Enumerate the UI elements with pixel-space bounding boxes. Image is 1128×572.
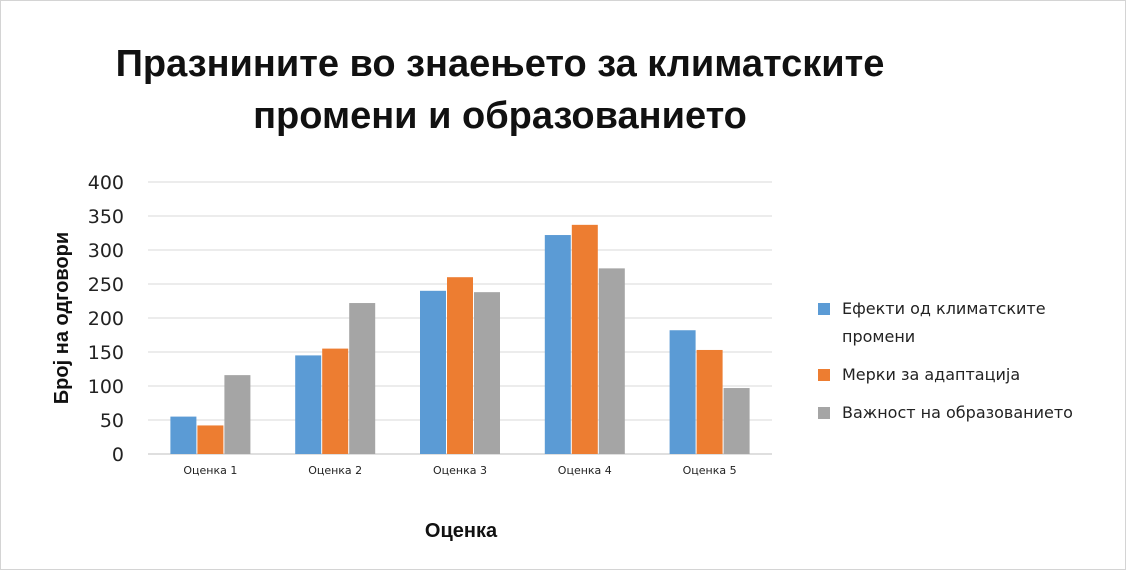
y-tick-labels: 0 50 100 150 200 250 300 350 400 — [88, 172, 124, 466]
y-tick-label: 150 — [88, 342, 124, 364]
bar — [544, 235, 571, 454]
legend-item-adaptation: Мерки за адаптација — [818, 361, 1118, 389]
y-tick-label: 0 — [112, 444, 124, 466]
bar — [349, 303, 376, 454]
chart-legend: Ефекти од климатските промени Мерки за а… — [818, 295, 1118, 437]
y-tick-label: 250 — [88, 274, 124, 296]
chart-title: Празнините во знаењето за климатските пр… — [0, 38, 1000, 142]
x-tick-label: Оценка 3 — [433, 464, 487, 477]
legend-swatch-education — [818, 407, 830, 419]
y-tick-label: 200 — [88, 308, 124, 330]
y-tick-label: 400 — [88, 172, 124, 194]
legend-item-education: Важност на образованието — [818, 399, 1118, 427]
bar — [447, 277, 473, 454]
x-tick-label: Оценка 1 — [183, 464, 237, 477]
x-tick-label: Оценка 4 — [558, 464, 612, 477]
chart-title-line-1: Празнините во знаењето за климатските — [115, 43, 885, 85]
legend-label-effects: Ефекти од климатските промени — [842, 299, 1046, 346]
legend-swatch-adaptation — [818, 369, 830, 381]
x-tick-label: Оценка 5 — [683, 464, 737, 477]
y-tick-label: 50 — [100, 410, 124, 432]
bar — [571, 224, 598, 454]
bar — [322, 348, 349, 454]
y-tick-label: 350 — [88, 206, 124, 228]
bar — [295, 355, 322, 454]
y-tick-label: 100 — [88, 376, 124, 398]
bar — [723, 388, 750, 454]
chart-title-line-2: промени и образованието — [253, 95, 747, 137]
x-tick-label: Оценка 2 — [308, 464, 362, 477]
y-axis-label: Број на одговори — [51, 232, 73, 404]
bar — [170, 416, 197, 454]
bars — [170, 224, 750, 454]
bar — [420, 290, 446, 454]
legend-label-education: Важност на образованието — [842, 403, 1073, 422]
y-tick-label: 300 — [88, 240, 124, 262]
bar — [598, 268, 625, 454]
bar — [224, 375, 251, 454]
x-tick-labels: Оценка 1 Оценка 2 Оценка 3 Оценка 4 Оценка 5 — [183, 464, 736, 477]
x-axis-label: Оценка — [425, 520, 498, 542]
bar — [197, 425, 224, 454]
bar — [669, 330, 696, 454]
bar — [696, 349, 723, 454]
bar — [474, 292, 500, 454]
legend-label-adaptation: Мерки за адаптација — [842, 365, 1021, 384]
legend-item-effects: Ефекти од климатските промени — [818, 295, 1118, 351]
legend-swatch-effects — [818, 303, 830, 315]
